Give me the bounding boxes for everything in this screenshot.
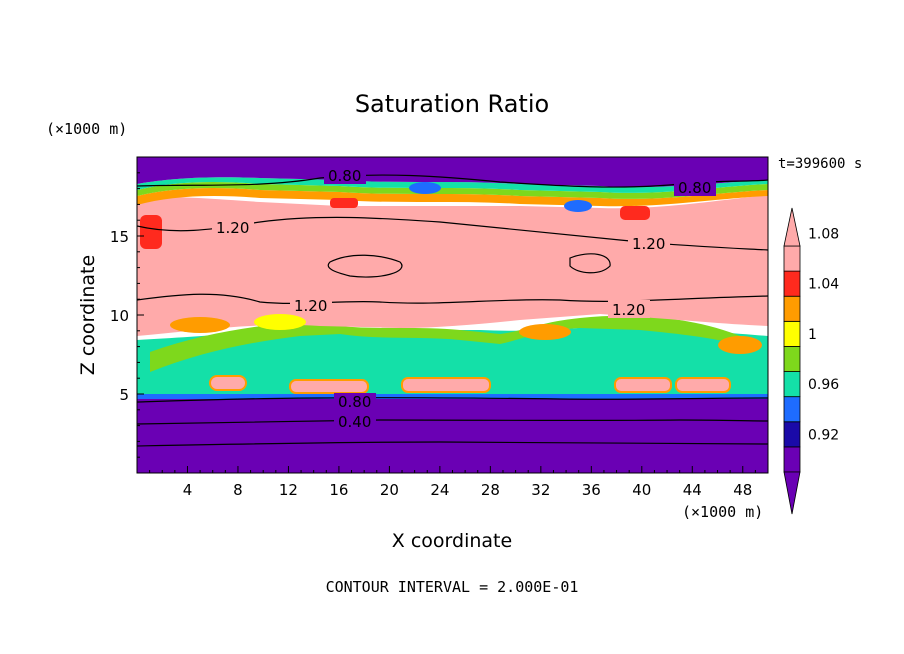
pink-cell-5 bbox=[675, 377, 731, 393]
time-label: t=399600 s bbox=[778, 156, 862, 172]
x-unit-label: (×1000 m) bbox=[682, 503, 763, 521]
band-mid-green bbox=[150, 315, 750, 372]
blue-patch-1 bbox=[409, 182, 441, 194]
colorbar-segment bbox=[783, 295, 801, 322]
orange-mid-3 bbox=[519, 324, 571, 340]
colorbar-segment bbox=[783, 270, 801, 297]
band-lower-dry bbox=[137, 398, 768, 473]
x-tick-label: 4 bbox=[183, 481, 193, 499]
x-tick-label: 40 bbox=[632, 481, 651, 499]
colorbar-segment bbox=[783, 346, 801, 372]
band-upper-green bbox=[137, 182, 768, 199]
y-axis-label: Z coordinate bbox=[77, 255, 99, 375]
x-tick-label: 28 bbox=[481, 481, 500, 499]
colorbar-bottom-arrow bbox=[783, 471, 801, 515]
x-tick-label: 36 bbox=[582, 481, 601, 499]
contour-040 bbox=[137, 419, 768, 425]
pink-cell-3 bbox=[401, 377, 491, 393]
colorbar-level-label: 1.08 bbox=[808, 226, 839, 242]
blue-patch-2 bbox=[564, 200, 592, 212]
colorbar-level-label: 0.96 bbox=[808, 377, 839, 393]
contour-low-2 bbox=[137, 441, 768, 447]
x-tick-label: 20 bbox=[380, 481, 399, 499]
band-mid-saturated bbox=[137, 326, 768, 394]
colorbar-level-label: 0.92 bbox=[808, 427, 839, 443]
colorbar-segment bbox=[783, 421, 801, 448]
red-patch-right bbox=[620, 206, 650, 220]
contour-label-080-right: 0.80 bbox=[678, 179, 711, 197]
x-tick-label: 12 bbox=[279, 481, 298, 499]
contour-labels: 0.80 0.80 1.20 1.20 1.20 1.20 0.80 0.40 bbox=[212, 166, 716, 431]
colorbar: 0.92 0.96 1 1.04 1.08 bbox=[783, 207, 839, 515]
contour-interval-footer: CONTOUR INTERVAL = 2.000E-01 bbox=[326, 578, 579, 596]
x-tick-label: 32 bbox=[531, 481, 550, 499]
pink-cell-1 bbox=[209, 375, 247, 391]
contour-label-080-top: 0.80 bbox=[328, 167, 361, 185]
contour-label-120-top: 1.20 bbox=[216, 219, 249, 237]
pink-cell-2 bbox=[289, 379, 369, 394]
y-unit-label: (×1000 m) bbox=[46, 120, 127, 138]
colorbar-top-arrow bbox=[783, 207, 801, 247]
x-tick-label: 8 bbox=[233, 481, 243, 499]
band-upper-supersaturated bbox=[137, 195, 768, 336]
pink-cell-4 bbox=[614, 377, 672, 393]
colorbar-level-label: 1.04 bbox=[808, 277, 839, 293]
contour-cloud-1 bbox=[327, 254, 403, 278]
band-lower-edge bbox=[137, 393, 768, 399]
colorbar-segment bbox=[783, 396, 801, 423]
colorbar-segment bbox=[783, 245, 801, 272]
y-tick-label: 5 bbox=[119, 386, 129, 404]
contour-label-120-right: 1.20 bbox=[632, 235, 665, 253]
colorbar-segment bbox=[783, 371, 801, 398]
colorbar-segment bbox=[783, 320, 801, 347]
contour-cloud-2 bbox=[569, 253, 611, 274]
orange-mid-1 bbox=[170, 317, 230, 333]
contour-label-120-mid: 1.20 bbox=[294, 297, 327, 315]
contour-label-080-low: 0.80 bbox=[338, 393, 371, 411]
x-axis: 4 8 12 16 20 24 28 32 36 40 44 48 bbox=[149, 466, 756, 499]
x-tick-label: 44 bbox=[683, 481, 702, 499]
orange-mid-4 bbox=[718, 336, 762, 354]
red-patch-left bbox=[140, 215, 162, 249]
x-tick-label: 16 bbox=[329, 481, 348, 499]
band-upper-dry bbox=[137, 157, 768, 188]
colorbar-segment bbox=[783, 446, 801, 473]
y-axis: 5 10 15 bbox=[110, 172, 144, 458]
red-patch-top bbox=[330, 198, 358, 208]
x-tick-label: 48 bbox=[733, 481, 752, 499]
colorbar-level-label: 1 bbox=[808, 327, 817, 343]
band-upper-orange bbox=[137, 188, 768, 207]
x-axis-label: X coordinate bbox=[392, 530, 512, 552]
y-tick-label: 10 bbox=[110, 307, 129, 325]
contour-label-040: 0.40 bbox=[338, 413, 371, 431]
x-tick-label: 24 bbox=[430, 481, 449, 499]
plot-area bbox=[137, 157, 768, 473]
contour-080-low bbox=[137, 396, 768, 403]
contour-label-120-mid-right: 1.20 bbox=[612, 301, 645, 319]
y-tick-label: 15 bbox=[110, 228, 129, 246]
chart-title: Saturation Ratio bbox=[355, 90, 549, 118]
orange-mid-2 bbox=[254, 314, 306, 330]
